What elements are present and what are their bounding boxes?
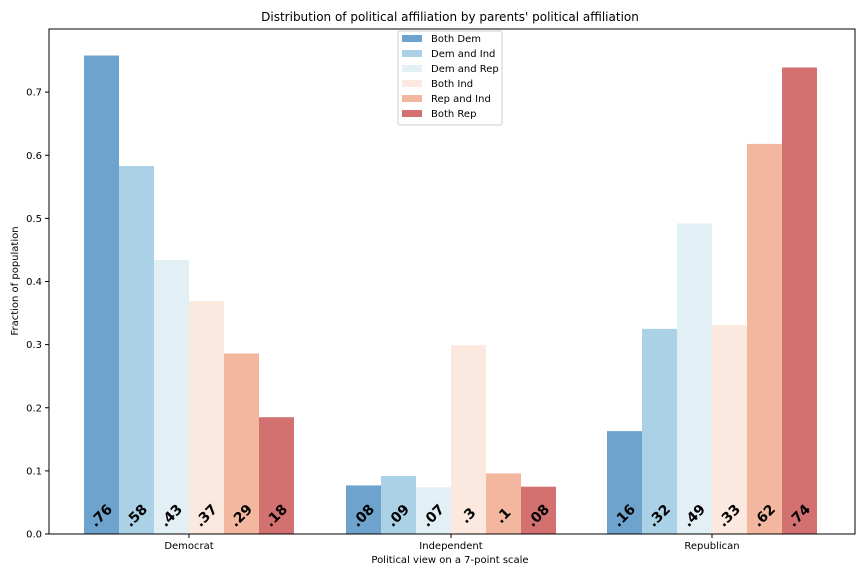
bar-0-5 — [259, 417, 294, 534]
y-tick-label-0: 0.0 — [26, 530, 42, 541]
chart-title: Distribution of political affiliation by… — [261, 10, 639, 24]
bar-2-3 — [712, 325, 747, 534]
bar-2-5 — [782, 67, 817, 534]
bar-1-5 — [521, 486, 556, 534]
bar-1-1 — [381, 475, 416, 534]
y-tick-label-6: 0.6 — [26, 151, 42, 162]
axes-layer: 0.0 0.1 0.2 0.3 0.4 0.5 0.6 0.7 Democrat Independ… — [26, 28, 856, 552]
bar-0-0 — [84, 55, 119, 534]
bar-0-1 — [119, 165, 154, 534]
legend-box — [397, 30, 503, 126]
x-tick-label-0: Democrat — [164, 541, 213, 552]
y-tick-label-4: 0.4 — [26, 277, 42, 288]
x-tick-label-2: Republican — [684, 541, 739, 552]
legend-label-1: Dem and Ind — [431, 49, 495, 60]
bar-0-4 — [224, 353, 259, 534]
y-tick-label-7: 0.7 — [26, 88, 42, 99]
legend-label-4: Rep and Ind — [431, 94, 491, 105]
legend-swatch-5 — [402, 110, 422, 117]
legend-label-3: Both Ind — [431, 79, 473, 90]
x-axis-label: Political view on a 7-point scale — [371, 555, 528, 566]
bar-2-0 — [607, 431, 642, 534]
bar-0-2 — [154, 260, 189, 534]
y-tick-label-1: 0.1 — [26, 466, 42, 477]
legend-swatch-1 — [402, 50, 422, 57]
bar-1-4 — [486, 473, 521, 534]
bar-2-4 — [747, 143, 782, 534]
legend-label-0: Both Dem — [431, 34, 481, 45]
y-tick-label-2: 0.2 — [26, 403, 42, 414]
bar-1-0 — [346, 485, 381, 534]
legend-label-2: Dem and Rep — [431, 64, 499, 75]
legend-swatch-2 — [402, 65, 422, 72]
y-axis-label: Fraction of population — [10, 226, 21, 335]
x-tick-label-1: Independent — [419, 541, 482, 552]
bar-2-2 — [677, 223, 712, 535]
y-tick-label-3: 0.3 — [26, 340, 42, 351]
legend-swatch-3 — [402, 80, 422, 87]
bar-1-2 — [416, 487, 451, 534]
y-tick-label-5: 0.5 — [26, 214, 42, 225]
legend-swatch-0 — [402, 35, 422, 42]
legend-label-5: Both Rep — [431, 109, 476, 120]
legend: Both Dem Dem and Ind Dem and Rep Both Ind Re… — [397, 30, 503, 126]
bars-layer — [84, 55, 817, 535]
bar-2-1 — [642, 328, 677, 534]
bar-0-3 — [189, 301, 224, 534]
bar-1-3 — [451, 345, 486, 534]
legend-swatch-4 — [402, 95, 422, 102]
